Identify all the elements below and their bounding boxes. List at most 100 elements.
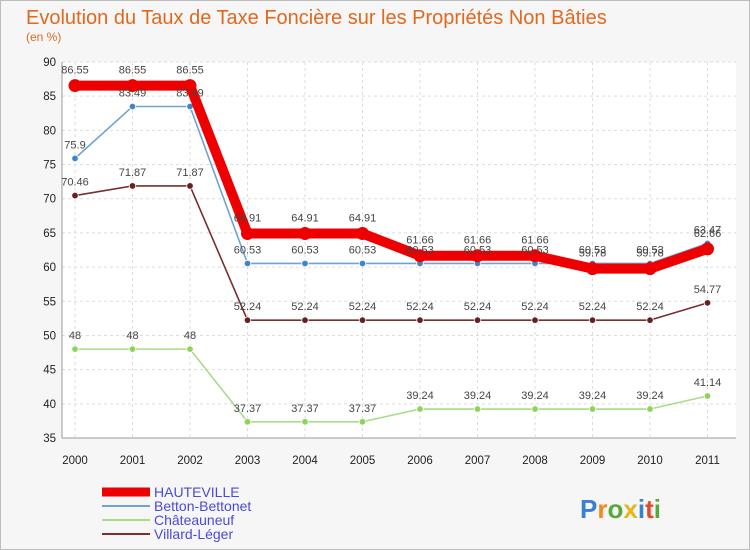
logo-i2: i — [654, 494, 661, 524]
point-betton-bettonet-2004 — [301, 259, 309, 268]
point-hauteville-2003 — [241, 227, 254, 241]
point-betton-bettonet-2003 — [243, 259, 252, 268]
data-label-villard-l-ger-2008: 52.24 — [521, 301, 549, 313]
series-lines — [68, 79, 714, 426]
y-tick-label-65: 65 — [43, 228, 56, 240]
data-label-ch-teauneuf-2001: 48 — [126, 330, 138, 342]
point-hauteville-2009 — [586, 262, 599, 276]
series-villard-l-ger — [71, 182, 712, 324]
data-label-villard-l-ger-2006: 52.24 — [406, 301, 434, 313]
y-tick-label-80: 80 — [43, 125, 56, 137]
point-hauteville-2011 — [701, 242, 714, 256]
data-label-betton-bettonet-2003: 60.53 — [234, 244, 262, 256]
data-label-ch-teauneuf-2004: 37.37 — [291, 403, 319, 415]
point-hauteville-2010 — [643, 262, 657, 276]
legend: HAUTEVILLEBetton-BettonetChâteauneufVill… — [102, 484, 251, 542]
legend-label-hauteville: HAUTEVILLE — [154, 484, 240, 500]
point-villard-l-ger-2002 — [186, 182, 194, 190]
data-label-hauteville-2005: 64.91 — [349, 213, 377, 225]
data-label-hauteville-2001: 86.55 — [119, 65, 147, 77]
x-tick-label-2008: 2008 — [522, 455, 548, 467]
data-label-betton-bettonet-2009: 60.53 — [579, 244, 607, 256]
series-ch-teauneuf — [71, 345, 712, 426]
series-line-villard-l-ger — [74, 185, 709, 321]
data-label-hauteville-2009: 59.78 — [579, 248, 607, 260]
legend-label-betton-bettonet: Betton-Bettonet — [154, 498, 251, 514]
point-ch-teauneuf-2005 — [358, 418, 367, 426]
logo-p: P — [580, 494, 597, 524]
data-label-hauteville-2002: 86.55 — [176, 65, 204, 77]
data-label-villard-l-ger-2002: 71.87 — [176, 167, 204, 179]
data-label-betton-bettonet-2001: 83.49 — [119, 88, 147, 100]
watermark: Proxiti — [580, 494, 661, 524]
series-line-hauteville — [70, 80, 713, 274]
data-label-betton-bettonet-2000: 75.9 — [64, 139, 85, 151]
point-hauteville-2001 — [126, 79, 139, 93]
data-label-ch-teauneuf-2003: 37.37 — [234, 403, 262, 415]
point-ch-teauneuf-2001 — [128, 345, 137, 353]
y-tick-label-50: 50 — [43, 330, 56, 342]
x-tick-label-2005: 2005 — [350, 455, 376, 467]
watermark-logo: Proxiti — [580, 494, 661, 524]
point-ch-teauneuf-2010 — [646, 405, 654, 413]
point-villard-l-ger-2008 — [531, 316, 539, 324]
data-label-villard-l-ger-2010: 52.24 — [636, 301, 664, 313]
point-ch-teauneuf-2000 — [71, 345, 79, 353]
y-tick-label-45: 45 — [43, 365, 56, 377]
data-label-ch-teauneuf-2008: 39.24 — [521, 390, 549, 402]
point-ch-teauneuf-2006 — [416, 405, 424, 413]
x-tick-label-2000: 2000 — [62, 455, 88, 467]
legend-label-villard-l-ger: Villard-Léger — [154, 526, 233, 542]
x-tick-label-2007: 2007 — [465, 455, 491, 467]
logo-r: r — [597, 494, 607, 524]
point-betton-bettonet-2001 — [128, 102, 137, 111]
series-line-betton-bettonet — [74, 105, 709, 265]
series-hauteville — [68, 79, 714, 276]
point-villard-l-ger-2006 — [416, 316, 424, 324]
data-label-villard-l-ger-2000: 70.46 — [61, 177, 89, 189]
point-betton-bettonet-2000 — [71, 154, 79, 163]
data-label-betton-bettonet-2002: 83.49 — [176, 88, 204, 100]
point-hauteville-2002 — [183, 79, 197, 93]
data-label-villard-l-ger-2005: 52.24 — [349, 301, 377, 313]
data-label-hauteville-2000: 86.55 — [61, 65, 89, 77]
data-label-betton-bettonet-2005: 60.53 — [349, 244, 377, 256]
y-tick-label-85: 85 — [43, 91, 56, 103]
y-tick-label-60: 60 — [43, 262, 56, 274]
data-label-hauteville-2010: 59.78 — [636, 248, 664, 260]
legend-label-ch-teauneuf: Châteauneuf — [154, 512, 234, 528]
data-label-ch-teauneuf-2011: 41.14 — [694, 377, 722, 389]
data-label-villard-l-ger-2011: 54.77 — [694, 284, 722, 296]
point-ch-teauneuf-2003 — [243, 418, 252, 426]
chart-title: Evolution du Taux de Taxe Foncière sur l… — [26, 7, 607, 29]
data-label-hauteville-2011: 62.66 — [694, 228, 722, 240]
point-villard-l-ger-2001 — [128, 182, 137, 190]
point-hauteville-2006 — [413, 249, 427, 263]
point-hauteville-2007 — [471, 249, 484, 263]
y-tick-label-40: 40 — [43, 399, 56, 411]
point-villard-l-ger-2005 — [358, 316, 367, 324]
point-hauteville-2008 — [528, 249, 542, 263]
y-tick-label-70: 70 — [43, 194, 56, 206]
data-label-ch-teauneuf-2009: 39.24 — [579, 390, 607, 402]
point-ch-teauneuf-2008 — [531, 405, 539, 413]
data-label-betton-bettonet-2007: 60.53 — [464, 244, 492, 256]
x-tick-label-2001: 2001 — [120, 455, 146, 467]
x-tick-label-2011: 2011 — [695, 455, 720, 467]
point-villard-l-ger-2003 — [243, 316, 252, 324]
data-label-villard-l-ger-2004: 52.24 — [291, 301, 319, 313]
point-villard-l-ger-2004 — [301, 316, 309, 324]
point-villard-l-ger-2007 — [473, 316, 482, 324]
logo-x: x — [623, 494, 638, 524]
point-hauteville-2000 — [68, 79, 82, 93]
data-label-hauteville-2008: 61.66 — [521, 235, 549, 247]
chart-subtitle: (en %) — [26, 30, 61, 44]
y-tick-label-35: 35 — [43, 433, 56, 445]
data-label-ch-teauneuf-2002: 48 — [184, 330, 196, 342]
point-villard-l-ger-2010 — [646, 316, 654, 324]
data-label-ch-teauneuf-2007: 39.24 — [464, 390, 492, 402]
logo-t: t — [645, 494, 654, 524]
point-villard-l-ger-2009 — [588, 316, 597, 324]
